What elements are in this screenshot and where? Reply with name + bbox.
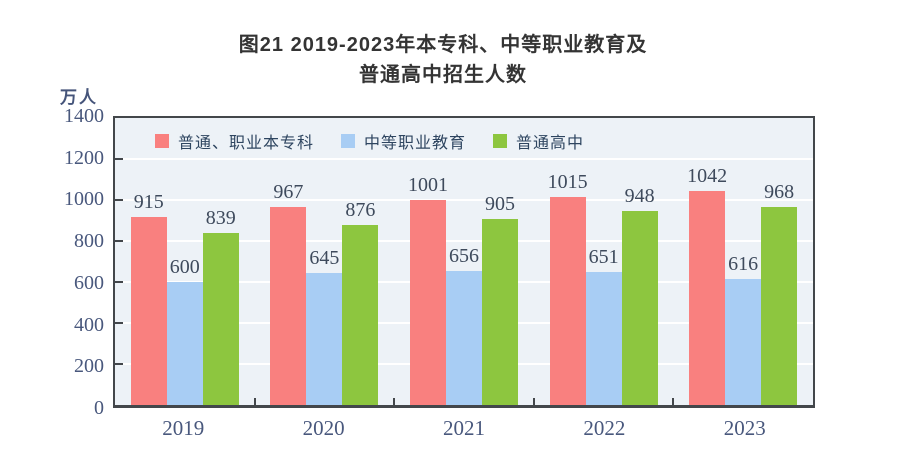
bar-value-label: 651 bbox=[588, 245, 619, 268]
legend-label: 普通高中 bbox=[516, 135, 585, 152]
x-axis-label-2021: 2021 bbox=[442, 416, 485, 440]
bar-2021-普通高中 bbox=[481, 219, 518, 405]
bar-value-label: 1015 bbox=[547, 170, 588, 193]
x-tick-mark-3 bbox=[532, 398, 535, 405]
bar-value-label: 600 bbox=[169, 256, 200, 278]
bar-value-label: 839 bbox=[205, 207, 236, 230]
y-tick-mark-1200 bbox=[115, 158, 123, 160]
bar-value-label: 915 bbox=[133, 191, 164, 214]
legend-item-普通、职业本专科: 普通、职业本专科 bbox=[155, 129, 314, 153]
bar-2020-普通高中 bbox=[342, 225, 379, 405]
x-axis-label-2022: 2022 bbox=[583, 416, 626, 440]
bar-value-label: 1001 bbox=[407, 173, 448, 196]
bar-2019-普通高中 bbox=[202, 233, 239, 405]
legend-swatch-icon bbox=[155, 134, 169, 148]
bar-2021-普通、职业本专科 bbox=[409, 199, 446, 405]
bar-2023-普通高中 bbox=[761, 206, 798, 405]
y-axis-label-400: 400 bbox=[74, 313, 104, 336]
bar-2022-普通高中 bbox=[621, 210, 658, 405]
bar-group-2020: 967 645 876 bbox=[255, 118, 395, 405]
bar-slot: 905 bbox=[481, 118, 518, 405]
bar-2021-中等职业教育 bbox=[445, 270, 482, 405]
bar-slot: 651 bbox=[585, 118, 622, 405]
legend-label: 普通、职业本专科 bbox=[178, 135, 315, 152]
bar-value-label: 645 bbox=[309, 246, 340, 269]
bar-value-label: 905 bbox=[484, 193, 515, 216]
bar-slot: 616 bbox=[725, 118, 762, 405]
bar-slot: 968 bbox=[761, 118, 798, 405]
bar-slot: 600 bbox=[166, 118, 203, 405]
bar-slot: 1042 bbox=[687, 118, 728, 405]
bar-2019-普通、职业本专科 bbox=[130, 217, 167, 405]
gridline-800 bbox=[115, 240, 813, 243]
chart-title: 图21 2019-2023年本专科、中等职业教育及 普通高中招生人数 bbox=[0, 30, 886, 90]
bar-2020-普通、职业本专科 bbox=[270, 206, 307, 405]
y-axis-label-600: 600 bbox=[74, 271, 104, 294]
bar-group-2022: 1015 651 948 bbox=[534, 118, 674, 405]
y-tick-mark-600 bbox=[115, 281, 123, 283]
legend: 普通、职业本专科 中等职业教育 普通高中 bbox=[155, 129, 584, 153]
y-axis-label-0: 0 bbox=[94, 397, 104, 419]
legend-swatch-icon bbox=[493, 134, 508, 148]
bar-slot: 839 bbox=[202, 118, 239, 405]
bar-slot: 1015 bbox=[547, 118, 588, 405]
bar-value-label: 876 bbox=[345, 199, 376, 222]
bar-slot: 1001 bbox=[407, 118, 448, 405]
bar-group-2021: 1001 656 905 bbox=[394, 118, 534, 405]
legend-item-普通高中: 普通高中 bbox=[493, 129, 584, 153]
legend-swatch-icon bbox=[341, 134, 356, 148]
bar-2019-中等职业教育 bbox=[166, 282, 203, 405]
x-axis-label-2019: 2019 bbox=[162, 416, 205, 440]
y-tick-mark-400 bbox=[115, 322, 123, 325]
bar-2022-中等职业教育 bbox=[585, 271, 622, 405]
bar-value-label: 967 bbox=[273, 180, 304, 203]
gridline-1000 bbox=[115, 199, 813, 201]
y-axis-label-1000: 1000 bbox=[64, 188, 104, 211]
bar-2023-中等职业教育 bbox=[725, 278, 762, 405]
bar-2020-中等职业教育 bbox=[306, 272, 343, 405]
bar-group-2019: 915 600 839 bbox=[115, 118, 255, 405]
gridline-1200 bbox=[115, 158, 813, 160]
y-axis-label-800: 800 bbox=[74, 230, 104, 253]
bar-slot: 645 bbox=[306, 118, 343, 405]
bar-2022-普通、职业本专科 bbox=[549, 196, 586, 405]
bar-slot: 967 bbox=[270, 118, 307, 405]
bar-value-label: 616 bbox=[728, 252, 759, 275]
bar-value-label: 656 bbox=[448, 244, 479, 267]
chart-title-line2: 普通高中招生人数 bbox=[359, 64, 527, 86]
y-tick-mark-200 bbox=[115, 363, 123, 366]
bar-value-label: 948 bbox=[624, 184, 655, 207]
chart-title-line1: 图21 2019-2023年本专科、中等职业教育及 bbox=[238, 34, 648, 56]
bar-value-label: 968 bbox=[764, 180, 795, 203]
y-axis-unit-label: 万人 bbox=[60, 88, 98, 107]
bar-slot: 656 bbox=[445, 118, 482, 405]
x-axis-label-2020: 2020 bbox=[302, 416, 345, 440]
y-axis-label-1200: 1200 bbox=[64, 146, 104, 169]
y-tick-mark-1000 bbox=[115, 199, 123, 201]
bar-slot: 876 bbox=[342, 118, 379, 405]
y-tick-mark-800 bbox=[115, 240, 123, 243]
bar-value-label: 1042 bbox=[687, 165, 728, 188]
legend-label: 中等职业教育 bbox=[364, 135, 467, 152]
y-axis-label-200: 200 bbox=[74, 355, 104, 378]
x-axis-label-2023: 2023 bbox=[723, 416, 766, 440]
plot-area: 915 600 839 967 645 876 1001 656 905 1015 651 948 10… bbox=[113, 116, 815, 408]
x-tick-mark-1 bbox=[253, 398, 256, 405]
x-tick-mark-4 bbox=[672, 398, 675, 405]
x-tick-mark-2 bbox=[393, 398, 396, 405]
bar-2023-普通、职业本专科 bbox=[689, 191, 726, 405]
legend-item-中等职业教育: 中等职业教育 bbox=[341, 129, 466, 153]
bar-groups: 915 600 839 967 645 876 1001 656 905 1015 651 948 10… bbox=[115, 118, 813, 405]
bar-slot: 948 bbox=[621, 118, 658, 405]
bar-group-2023: 1042 616 968 bbox=[673, 118, 813, 405]
y-axis-label-1400: 1400 bbox=[64, 105, 104, 127]
bar-slot: 915 bbox=[130, 118, 167, 405]
